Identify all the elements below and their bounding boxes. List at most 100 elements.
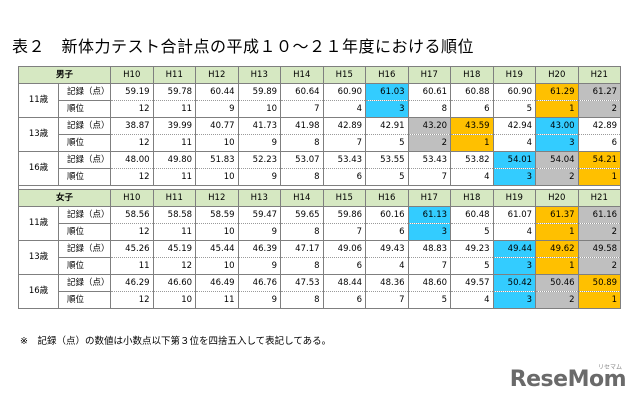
record-value: 38.87 bbox=[110, 117, 154, 135]
rank-label: 順位 bbox=[57, 223, 112, 241]
rank-row: 順位 12 11 9 10 7 4 3 8 6 5 1 2 bbox=[19, 100, 622, 118]
record-value: 54.21 bbox=[577, 151, 622, 169]
record-value: 54.01 bbox=[492, 151, 537, 169]
age-label: 11歳 bbox=[18, 83, 59, 118]
record-value: 53.82 bbox=[450, 151, 494, 169]
record-value: 58.59 bbox=[195, 206, 239, 224]
year-header: H15 bbox=[322, 66, 367, 84]
rank-value: 3 bbox=[407, 223, 452, 241]
rank-value: 4 bbox=[492, 134, 537, 152]
rank-value: 3 bbox=[492, 257, 537, 275]
rank-value: 12 bbox=[152, 257, 197, 275]
rank-row: 順位 12 11 10 9 8 6 5 7 4 3 2 1 bbox=[19, 168, 622, 186]
record-value: 59.86 bbox=[322, 206, 367, 224]
year-header: H19 bbox=[492, 189, 537, 207]
rank-label: 順位 bbox=[57, 134, 112, 152]
record-value: 50.89 bbox=[577, 274, 622, 292]
record-value: 60.90 bbox=[322, 83, 367, 101]
record-row: 13歳 記録（点） 38.87 39.99 40.77 41.73 41.98 42.89 42… bbox=[18, 117, 622, 152]
rank-value: 12 bbox=[110, 168, 154, 186]
record-value: 46.49 bbox=[195, 274, 239, 292]
record-value: 59.89 bbox=[237, 83, 282, 101]
record-value: 61.03 bbox=[365, 83, 409, 101]
rank-value: 10 bbox=[152, 291, 197, 309]
rank-value: 4 bbox=[322, 100, 367, 118]
record-value: 41.98 bbox=[280, 117, 324, 135]
year-header: H10 bbox=[110, 189, 154, 207]
year-header: H14 bbox=[280, 66, 324, 84]
rank-value: 9 bbox=[237, 134, 282, 152]
rank-value: 5 bbox=[450, 257, 494, 275]
rank-value: 6 bbox=[322, 168, 367, 186]
rank-value: 10 bbox=[195, 257, 239, 275]
rank-value: 7 bbox=[365, 291, 409, 309]
group-label: 男子 bbox=[17, 66, 112, 84]
rank-value: 7 bbox=[280, 100, 324, 118]
record-value: 59.78 bbox=[152, 83, 197, 101]
record-value: 40.77 bbox=[195, 117, 239, 135]
rank-value: 9 bbox=[237, 291, 282, 309]
rank-value: 7 bbox=[407, 257, 452, 275]
record-value: 48.36 bbox=[365, 274, 409, 292]
record-value: 42.89 bbox=[322, 117, 367, 135]
rank-value: 10 bbox=[195, 168, 239, 186]
record-value: 58.58 bbox=[152, 206, 197, 224]
rank-row: 順位 12 11 10 9 8 7 6 3 5 4 1 2 bbox=[19, 223, 622, 241]
record-value: 54.04 bbox=[535, 151, 579, 169]
record-value: 47.53 bbox=[280, 274, 324, 292]
rank-value: 10 bbox=[195, 134, 239, 152]
rank-value: 5 bbox=[407, 291, 452, 309]
record-value: 60.64 bbox=[280, 83, 324, 101]
rank-value: 9 bbox=[237, 257, 282, 275]
record-row: 13歳 記録（点） 45.26 45.19 45.44 46.39 47.17 49.06 49… bbox=[18, 240, 622, 275]
rank-value: 3 bbox=[535, 134, 579, 152]
record-value: 50.42 bbox=[492, 274, 537, 292]
record-label: 記録（点） bbox=[57, 274, 112, 292]
record-value: 41.73 bbox=[237, 117, 282, 135]
rank-value: 12 bbox=[110, 100, 154, 118]
ranking-table-body: 男子 H10 H11 H12 H13 H14 H15 H16 H17 H18 H19 H20 H21 11… bbox=[17, 66, 622, 309]
rank-value: 3 bbox=[365, 100, 409, 118]
record-value: 48.60 bbox=[407, 274, 452, 292]
record-value: 49.58 bbox=[577, 240, 622, 258]
record-value: 47.17 bbox=[280, 240, 324, 258]
record-value: 53.55 bbox=[365, 151, 409, 169]
record-value: 61.16 bbox=[577, 206, 622, 224]
rank-value: 2 bbox=[407, 134, 452, 152]
record-value: 43.59 bbox=[450, 117, 494, 135]
record-row: 11歳 記録（点） 58.56 58.58 58.59 59.47 59.65 59.86 60… bbox=[18, 206, 622, 241]
resemom-logo: リセマム ReseMom bbox=[506, 364, 627, 394]
record-value: 49.80 bbox=[152, 151, 197, 169]
rank-value: 8 bbox=[280, 257, 324, 275]
rank-value: 5 bbox=[365, 168, 409, 186]
year-header: H17 bbox=[407, 66, 452, 84]
record-value: 42.89 bbox=[577, 117, 622, 135]
record-value: 60.61 bbox=[407, 83, 452, 101]
record-value: 61.27 bbox=[577, 83, 622, 101]
age-label: 13歳 bbox=[18, 117, 59, 152]
record-label: 記録（点） bbox=[57, 206, 112, 224]
ranking-table: 男子 H10 H11 H12 H13 H14 H15 H16 H17 H18 H19 H20 H21 11… bbox=[17, 66, 622, 309]
record-value: 46.29 bbox=[110, 274, 154, 292]
year-header: H20 bbox=[535, 189, 579, 207]
year-header: H21 bbox=[577, 189, 622, 207]
record-value: 43.20 bbox=[407, 117, 452, 135]
rank-value: 8 bbox=[280, 291, 324, 309]
rank-value: 2 bbox=[577, 223, 622, 241]
year-header: H10 bbox=[110, 66, 154, 84]
record-value: 61.13 bbox=[407, 206, 452, 224]
year-header: H16 bbox=[365, 66, 409, 84]
record-value: 61.07 bbox=[492, 206, 537, 224]
rank-value: 2 bbox=[535, 168, 579, 186]
record-value: 61.37 bbox=[535, 206, 579, 224]
record-value: 39.99 bbox=[152, 117, 197, 135]
record-value: 49.06 bbox=[322, 240, 367, 258]
rank-value: 8 bbox=[280, 134, 324, 152]
record-value: 45.44 bbox=[195, 240, 239, 258]
record-value: 48.00 bbox=[110, 151, 154, 169]
logo-subtext: リセマム bbox=[597, 364, 622, 371]
rank-value: 11 bbox=[110, 257, 154, 275]
age-label: 16歳 bbox=[18, 274, 59, 309]
rank-value: 5 bbox=[450, 223, 494, 241]
record-value: 60.48 bbox=[450, 206, 494, 224]
